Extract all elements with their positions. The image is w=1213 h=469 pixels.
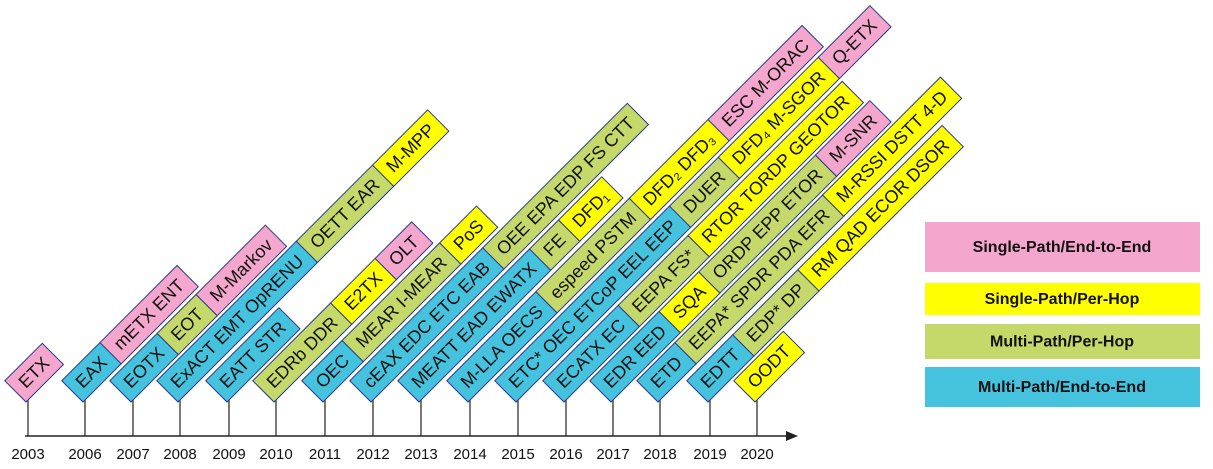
method-box [821, 76, 963, 217]
legend-label: Multi-Path/End-to-End [978, 379, 1146, 396]
method-box [371, 109, 450, 187]
year-label: 2007 [116, 446, 149, 463]
method-box [374, 221, 434, 281]
method-box [687, 80, 865, 258]
year-label: 2006 [68, 446, 101, 463]
year-label: 2016 [549, 446, 582, 463]
year-label: 2011 [309, 446, 341, 463]
year-label: 2010 [259, 446, 292, 463]
year-label: 2018 [643, 446, 676, 463]
method-label: OETT EAR [306, 175, 384, 253]
method-box [4, 342, 65, 403]
year-label: 2009 [212, 446, 245, 463]
year-label: 2017 [596, 446, 629, 463]
year-label: 2012 [356, 446, 389, 463]
method-box [99, 264, 199, 365]
year-stack: ETX [4, 342, 65, 403]
legend-label: Single-Path/Per-Hop [985, 291, 1140, 308]
year-label: 2013 [404, 446, 437, 463]
method-box [195, 224, 288, 317]
legend-label: Multi-Path/Per-Hop [990, 334, 1134, 351]
method-box [817, 4, 892, 80]
year-label: 2020 [740, 446, 773, 463]
year-label: 2015 [501, 446, 534, 463]
year-label: 2019 [693, 446, 726, 463]
method-box [438, 205, 499, 265]
legend-swatch [925, 222, 1200, 272]
year-label: 2014 [453, 446, 486, 463]
year-label: 2003 [11, 446, 44, 463]
legend-label: Single-Path/End-to-End [973, 239, 1152, 256]
method-box [797, 124, 965, 292]
method-box [733, 330, 806, 403]
method-box [814, 99, 892, 178]
method-box [205, 307, 301, 403]
method-box [707, 24, 824, 142]
method-box [557, 176, 624, 242]
legend-swatch [925, 283, 1200, 315]
axis-arrow [786, 431, 798, 441]
method-box [482, 102, 650, 270]
year-label: 2008 [163, 446, 196, 463]
legend-swatch [925, 367, 1200, 407]
legend-swatch [925, 324, 1200, 359]
